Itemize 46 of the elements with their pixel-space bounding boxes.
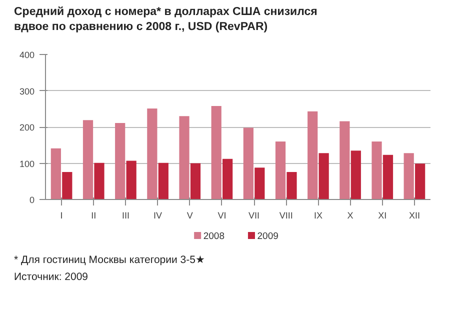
- bar: [50, 148, 61, 200]
- y-tick-label: 100: [19, 158, 35, 169]
- bar: [211, 106, 222, 200]
- bar: [158, 162, 168, 200]
- bar: [94, 162, 104, 200]
- legend-label: 2008: [203, 231, 224, 242]
- chart-title: Средний доход с номера* в долларах США снизился вдвое по сравнению с 2008 г., USD (RevPAR): [14, 5, 318, 35]
- x-tick-label: IV: [154, 210, 162, 220]
- text: Источник: 2009: [14, 271, 88, 283]
- bar: [82, 120, 94, 200]
- y-tick-label: 200: [19, 122, 35, 132]
- bar: [308, 111, 318, 200]
- bar: [222, 158, 233, 200]
- bar: [372, 142, 382, 200]
- legend-label: 2009: [257, 231, 278, 242]
- bar: [382, 154, 394, 200]
- x-tick-label: XII: [408, 210, 420, 220]
- x-tick-label: XI: [378, 210, 387, 220]
- x-tick-label: X: [347, 210, 354, 220]
- x-tick-label: I: [60, 210, 63, 220]
- x-tick-label: VIII: [279, 210, 293, 220]
- bar: [286, 172, 297, 200]
- bar: [415, 164, 426, 200]
- y-tick-label: 0: [29, 195, 35, 205]
- bar: [147, 108, 158, 200]
- y-tick-label: 300: [19, 86, 35, 96]
- x-tick-label: VII: [248, 210, 260, 220]
- x-tick-label: II: [91, 210, 96, 220]
- bar: [340, 121, 350, 200]
- bar: [350, 150, 361, 200]
- x-tick-label: V: [186, 210, 193, 220]
- bar: [126, 160, 136, 200]
- x-tick-label: IX: [314, 210, 322, 220]
- bar: [62, 172, 72, 200]
- bar: [275, 142, 286, 200]
- y-tick-label: 400: [19, 50, 35, 60]
- bar: [179, 116, 190, 200]
- x-tick-label: III: [122, 210, 130, 220]
- bar: [404, 153, 414, 200]
- x-tick-label: VI: [218, 210, 226, 220]
- bar: [115, 123, 126, 200]
- bar: [190, 163, 201, 200]
- bar: [318, 153, 329, 200]
- text: * Для гостиниц Москвы категории 3-5★: [14, 254, 206, 266]
- bar: [254, 168, 265, 200]
- bar: [243, 128, 254, 200]
